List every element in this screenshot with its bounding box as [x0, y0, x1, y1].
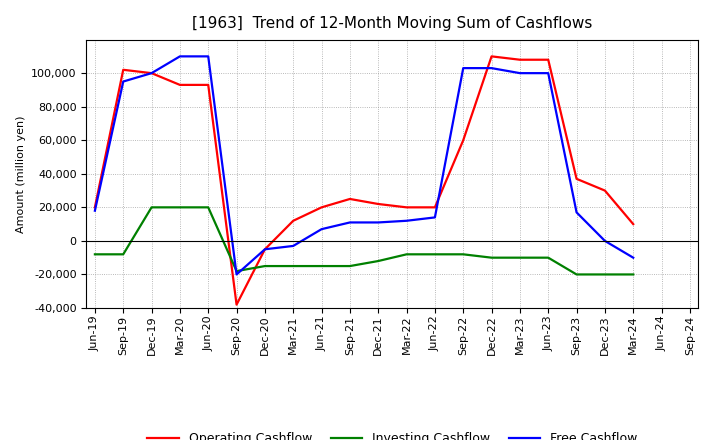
Investing Cashflow	[148, 205, 156, 210]
Operating Cashflow	[176, 82, 184, 88]
Operating Cashflow	[374, 202, 382, 207]
Operating Cashflow	[91, 205, 99, 210]
Free Cashflow	[600, 238, 609, 244]
Free Cashflow	[629, 255, 637, 260]
Investing Cashflow	[374, 258, 382, 264]
Line: Free Cashflow: Free Cashflow	[95, 56, 633, 275]
Free Cashflow	[289, 243, 297, 249]
Operating Cashflow	[233, 302, 241, 307]
Investing Cashflow	[544, 255, 552, 260]
Free Cashflow	[544, 70, 552, 76]
Investing Cashflow	[516, 255, 524, 260]
Investing Cashflow	[176, 205, 184, 210]
Investing Cashflow	[233, 268, 241, 274]
Free Cashflow	[374, 220, 382, 225]
Investing Cashflow	[431, 252, 439, 257]
Investing Cashflow	[91, 252, 99, 257]
Investing Cashflow	[629, 272, 637, 277]
Operating Cashflow	[544, 57, 552, 62]
Legend: Operating Cashflow, Investing Cashflow, Free Cashflow: Operating Cashflow, Investing Cashflow, …	[143, 427, 642, 440]
Investing Cashflow	[119, 252, 127, 257]
Free Cashflow	[402, 218, 411, 224]
Investing Cashflow	[402, 252, 411, 257]
Free Cashflow	[119, 79, 127, 84]
Operating Cashflow	[204, 82, 212, 88]
Operating Cashflow	[318, 205, 326, 210]
Operating Cashflow	[402, 205, 411, 210]
Investing Cashflow	[261, 264, 269, 269]
Operating Cashflow	[572, 176, 581, 181]
Free Cashflow	[176, 54, 184, 59]
Free Cashflow	[459, 66, 467, 71]
Operating Cashflow	[487, 54, 496, 59]
Free Cashflow	[204, 54, 212, 59]
Operating Cashflow	[431, 205, 439, 210]
Investing Cashflow	[289, 264, 297, 269]
Line: Operating Cashflow: Operating Cashflow	[95, 56, 633, 304]
Free Cashflow	[572, 210, 581, 215]
Free Cashflow	[346, 220, 354, 225]
Operating Cashflow	[629, 221, 637, 227]
Investing Cashflow	[346, 264, 354, 269]
Operating Cashflow	[346, 196, 354, 202]
Investing Cashflow	[459, 252, 467, 257]
Free Cashflow	[516, 70, 524, 76]
Investing Cashflow	[318, 264, 326, 269]
Operating Cashflow	[459, 138, 467, 143]
Operating Cashflow	[600, 188, 609, 193]
Operating Cashflow	[516, 57, 524, 62]
Operating Cashflow	[289, 218, 297, 224]
Free Cashflow	[91, 208, 99, 213]
Free Cashflow	[261, 247, 269, 252]
Free Cashflow	[431, 215, 439, 220]
Investing Cashflow	[572, 272, 581, 277]
Operating Cashflow	[119, 67, 127, 73]
Investing Cashflow	[487, 255, 496, 260]
Free Cashflow	[487, 66, 496, 71]
Line: Investing Cashflow: Investing Cashflow	[95, 207, 633, 275]
Free Cashflow	[148, 70, 156, 76]
Title: [1963]  Trend of 12-Month Moving Sum of Cashflows: [1963] Trend of 12-Month Moving Sum of C…	[192, 16, 593, 32]
Free Cashflow	[233, 272, 241, 277]
Free Cashflow	[318, 227, 326, 232]
Operating Cashflow	[148, 70, 156, 76]
Investing Cashflow	[204, 205, 212, 210]
Y-axis label: Amount (million yen): Amount (million yen)	[16, 115, 26, 233]
Investing Cashflow	[600, 272, 609, 277]
Operating Cashflow	[261, 247, 269, 252]
